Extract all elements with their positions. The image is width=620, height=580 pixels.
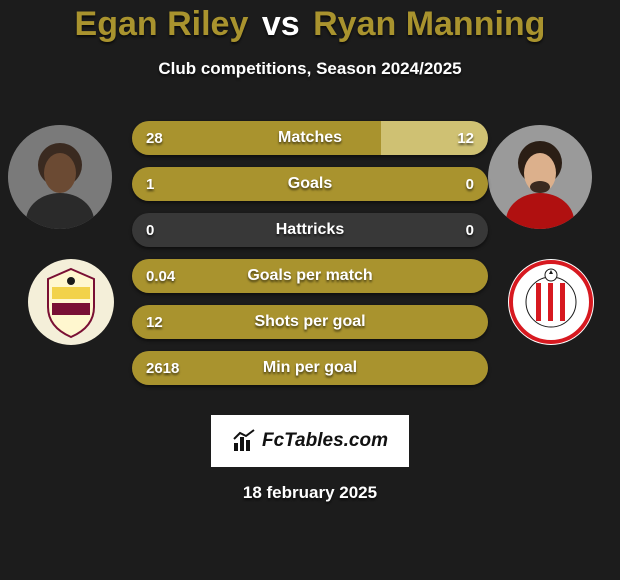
branding-box: FcTables.com bbox=[211, 415, 409, 467]
bar-label: Min per goal bbox=[132, 359, 488, 377]
stat-bar: 2812Matches bbox=[132, 121, 488, 155]
stat-bar: 0.04Goals per match bbox=[132, 259, 488, 293]
player2-avatar bbox=[488, 125, 592, 229]
subtitle: Club competitions, Season 2024/2025 bbox=[0, 59, 620, 79]
stat-bar: 12Shots per goal bbox=[132, 305, 488, 339]
bar-label: Hattricks bbox=[132, 221, 488, 239]
bar-label: Shots per goal bbox=[132, 313, 488, 331]
player2-club-badge bbox=[508, 259, 594, 345]
title-player1: Egan Riley bbox=[75, 5, 249, 43]
bar-label: Matches bbox=[132, 129, 488, 147]
chart-icon bbox=[232, 429, 256, 453]
comparison-infographic: Egan Riley vs Ryan Manning Club competit… bbox=[0, 0, 620, 580]
stat-bar: 10Goals bbox=[132, 167, 488, 201]
date: 18 february 2025 bbox=[0, 483, 620, 503]
bar-label: Goals bbox=[132, 175, 488, 193]
title-vs: vs bbox=[262, 5, 300, 43]
title-player2: Ryan Manning bbox=[313, 5, 545, 43]
stat-bar: 00Hattricks bbox=[132, 213, 488, 247]
player1-avatar bbox=[8, 125, 112, 229]
player1-club-badge bbox=[28, 259, 114, 345]
branding-label: FcTables.com bbox=[262, 430, 388, 452]
stat-bar: 2618Min per goal bbox=[132, 351, 488, 385]
bar-label: Goals per match bbox=[132, 267, 488, 285]
stats-area: 2812Matches 10Goals 00Hattricks 0.04Goals p… bbox=[0, 121, 620, 401]
bars-container: 2812Matches 10Goals 00Hattricks 0.04Goals p… bbox=[132, 121, 488, 385]
page-title: Egan Riley vs Ryan Manning bbox=[0, 0, 620, 43]
